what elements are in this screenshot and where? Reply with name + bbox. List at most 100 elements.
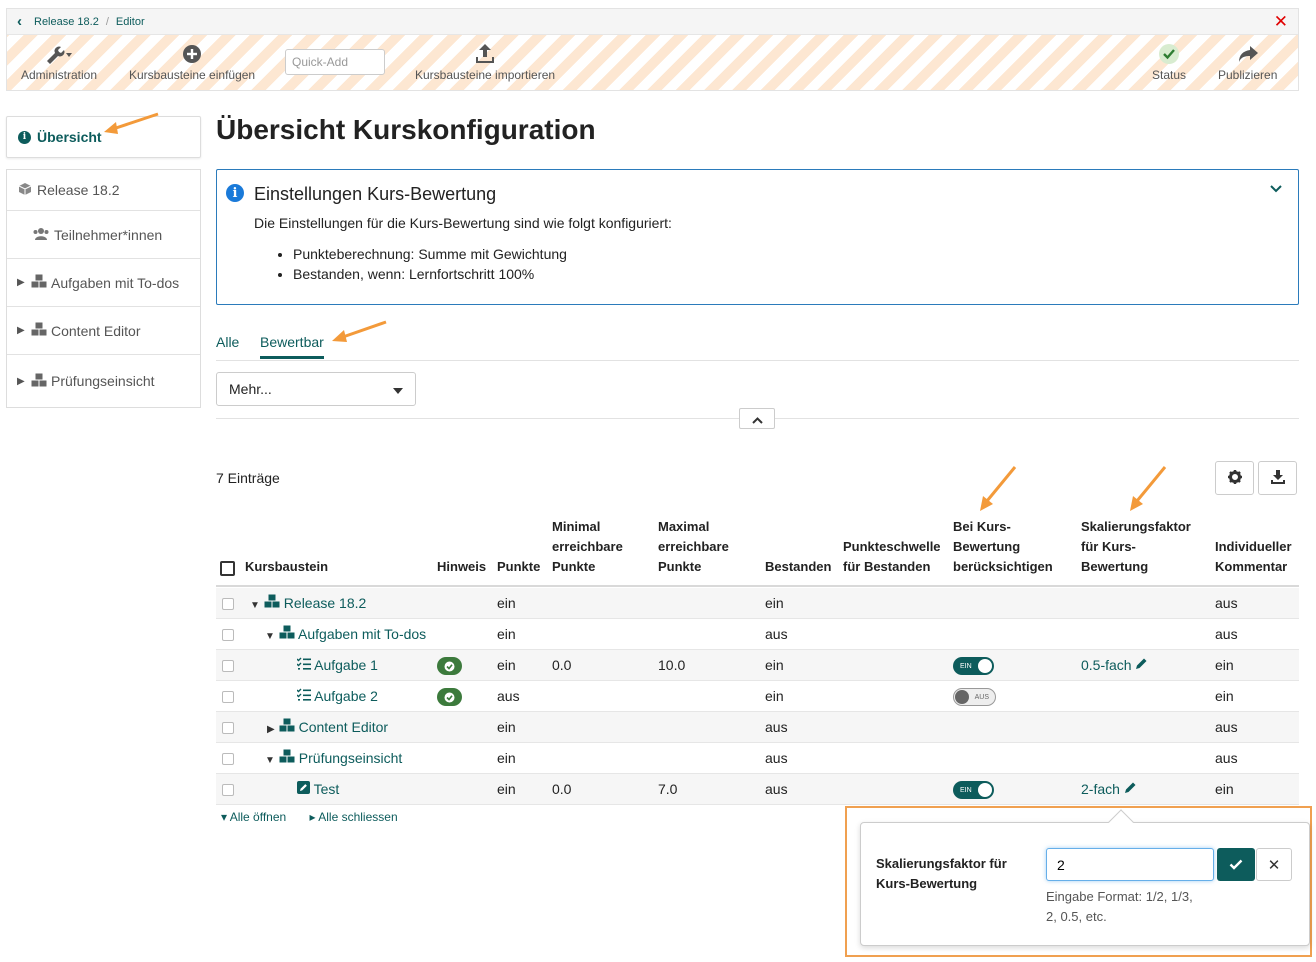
back-chevron-icon[interactable]: ‹ [17,13,22,30]
breadcrumb-separator: / [105,15,109,28]
row-checkbox[interactable] [222,598,234,610]
column-header-min-points[interactable]: Minimal erreichbare Punkte [552,519,623,574]
caret-right-icon[interactable]: ▶ [17,325,25,336]
editor-topbar: ‹ Release 18.2 / Editor ✕ Administration… [6,8,1299,91]
node-cell[interactable]: ▼ Aufgaben mit To-dos [265,625,427,642]
consider-toggle[interactable]: AUS [953,688,996,706]
pencil-icon [1124,781,1137,797]
table-row: Aufgabe 2 aus ein AUS ein [216,681,1299,712]
upload-icon [415,43,555,65]
table-header: Kursbaustein Hinweis Punkte Minimal errei… [216,519,1299,587]
entry-count: 7 Einträge [216,470,280,486]
cubes-icon [31,274,47,291]
close-icon: ✕ [1267,856,1281,874]
table-row: Aufgabe 1 ein 0.0 10.0 ein EIN 0.5-fach … [216,650,1299,681]
node-cell[interactable]: ▶ Content Editor [267,718,389,735]
row-checkbox[interactable] [222,753,234,765]
chevron-down-icon[interactable] [1270,180,1282,196]
tabs: Alle Bewertbar [216,326,1299,361]
insert-nodes-button[interactable]: Kursbausteine einfügen [129,43,255,82]
column-header-threshold[interactable]: Punkteschwelle für Bestanden [843,539,941,574]
node-cell[interactable]: Aufgabe 1 [296,650,378,680]
sidebar-item-exam-review[interactable]: ▶ Prüfungseinsicht [17,373,155,389]
caret-right-icon[interactable]: ▶ [17,375,25,387]
column-header-max-points[interactable]: Maximal erreichbare Punkte [658,519,729,574]
cubes-icon [279,625,295,642]
breadcrumb-editor[interactable]: Editor [115,15,145,28]
scaling-factor-link[interactable]: 0.5-fach [1081,650,1148,680]
table-settings-button[interactable] [1215,461,1254,495]
close-icon[interactable]: ✕ [1273,12,1288,31]
select-all-checkbox[interactable] [220,561,235,576]
close-all-link[interactable]: ▸ Alle schliessen [309,810,398,824]
sidebar-item-tasks[interactable]: ▶ Aufgaben mit To-dos [7,259,200,307]
input-format-help: Eingabe Format: 1/2, 1/3, 2, 0.5, etc. [1046,889,1193,924]
cancel-button[interactable]: ✕ [1256,848,1292,881]
hint-check-badge [437,688,462,706]
row-checkbox[interactable] [222,660,234,672]
table-body: ▼ Release 18.2 ein ein aus ▼ Aufgaben mi… [216,588,1299,805]
info-icon: i [226,184,244,202]
tab-all[interactable]: Alle [216,334,240,350]
column-header-points[interactable]: Punkte [497,559,541,574]
filter-dropdown[interactable]: Mehr... [216,372,416,406]
open-all-link[interactable]: ▾ Alle öffnen [221,810,287,824]
quick-add-input[interactable] [285,49,385,75]
column-header-consider[interactable]: Bei Kurs- Bewertung berücksichtigen [953,519,1053,574]
row-checkbox[interactable] [222,629,234,641]
table-row: Test ein 0.0 7.0 aus EIN 2-fach ein [216,774,1299,805]
caret-down-icon[interactable]: ▼ [250,600,260,611]
highlight-frame [845,806,1312,957]
check-circle-icon [1152,43,1186,65]
sidebar-item-participants[interactable]: Teilnehmer*innen [7,211,200,259]
share-arrow-icon [1218,43,1277,65]
check-icon [1229,857,1243,873]
table-row: ▼ Release 18.2 ein ein aus [216,588,1299,619]
scaling-factor-label: Skalierungsfaktor für Kurs-Bewertung [876,856,1007,891]
table-row: ▼ Prüfungseinsicht ein aus aus [216,743,1299,774]
column-header-comment[interactable]: Individueller Kommentar [1215,539,1292,574]
scaling-factor-link[interactable]: 2-fach [1081,774,1137,804]
panel-title: Einstellungen Kurs-Bewertung [254,184,497,204]
row-checkbox[interactable] [222,784,234,796]
row-checkbox[interactable] [222,722,234,734]
import-nodes-button[interactable]: Kursbausteine importieren [415,43,555,82]
chevron-up-icon [751,411,763,427]
consider-toggle[interactable]: EIN [953,781,994,799]
caret-down-icon[interactable]: ▼ [265,631,275,642]
publish-button[interactable]: Publizieren [1218,43,1277,82]
caret-down-icon [393,381,403,397]
test-icon [297,781,310,797]
node-cell[interactable]: ▼ Prüfungseinsicht [265,749,403,766]
node-cell[interactable]: Aufgabe 2 [296,681,378,711]
sidebar-item-content-editor[interactable]: ▶ Content Editor [7,307,200,355]
column-header-node[interactable]: Kursbaustein [245,559,329,574]
caret-right-icon[interactable]: ▶ [267,724,275,735]
column-header-hint[interactable]: Hinweis [437,559,487,574]
scaling-factor-input[interactable] [1046,848,1214,881]
node-cell[interactable]: Test [297,774,339,804]
sidebar-item-release[interactable]: Release 18.2 [7,170,200,211]
pencil-icon [1135,657,1148,673]
page-title: Übersicht Kurskonfiguration [216,114,596,145]
confirm-button[interactable] [1217,848,1255,881]
caret-down-icon[interactable]: ▼ [265,755,275,766]
column-header-scaling[interactable]: Skalierungsfaktor für Kurs- Bewertung [1081,519,1191,574]
tab-assessable[interactable]: Bewertbar [260,334,324,359]
breadcrumb-course[interactable]: Release 18.2 [34,15,99,28]
node-cell[interactable]: ▼ Release 18.2 [250,594,367,611]
collapse-filters-button[interactable] [739,408,775,429]
status-button[interactable]: Status [1152,43,1186,82]
cubes-icon [31,322,47,339]
sidebar-item-overview[interactable]: i Übersicht [6,116,201,158]
consider-toggle[interactable]: EIN [953,657,994,675]
download-button[interactable] [1258,461,1297,495]
breadcrumb: ‹ Release 18.2 / Editor [7,9,1298,34]
administration-button[interactable]: Administration [21,43,97,82]
column-header-passed[interactable]: Bestanden [765,559,832,574]
caret-right-icon[interactable]: ▶ [17,277,25,288]
task-list-icon [296,688,311,704]
row-checkbox[interactable] [222,691,234,703]
task-list-icon [296,657,311,673]
